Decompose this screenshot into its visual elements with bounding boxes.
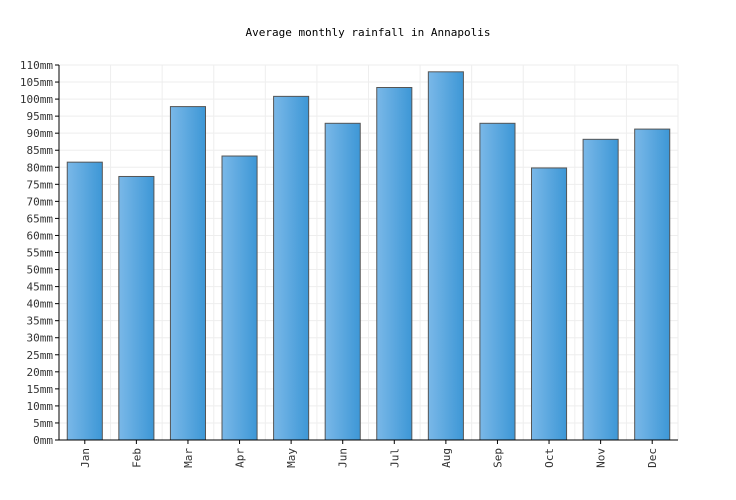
bar-layer xyxy=(66,71,671,441)
x-tick-label: Mar xyxy=(182,448,195,468)
y-tick-label: 0mm xyxy=(33,434,53,447)
axis-layer: 0mm 5mm 10mm 15mm 20mm 25mm 30mm 35mm 40mm 45mm 50… xyxy=(20,59,678,468)
y-tick-label: 40mm xyxy=(27,298,54,311)
y-tick-label: 15mm xyxy=(27,383,54,396)
y-tick-label: 110mm xyxy=(20,59,53,72)
x-tick-label: Jun xyxy=(337,448,350,468)
y-tick-label: 25mm xyxy=(27,349,54,362)
bar-nov xyxy=(582,138,619,441)
x-tick-label: Sep xyxy=(491,448,504,468)
bar-jan xyxy=(66,161,103,441)
x-tick-label: May xyxy=(285,448,298,468)
chart-title: Average monthly rainfall in Annapolis xyxy=(245,26,491,39)
y-tick-label: 20mm xyxy=(27,366,54,379)
bar-jun xyxy=(324,122,361,441)
bar-jul xyxy=(376,87,413,441)
y-tick-label: 70mm xyxy=(27,195,54,208)
y-tick-label: 100mm xyxy=(20,93,53,106)
y-tick-label: 80mm xyxy=(27,161,54,174)
x-tick-label: Apr xyxy=(234,448,247,468)
y-tick-label: 35mm xyxy=(27,315,54,328)
y-tick-label: 45mm xyxy=(27,281,54,294)
x-tick-label: Jul xyxy=(388,448,401,468)
bar-feb xyxy=(118,175,155,441)
bar-apr xyxy=(221,155,258,441)
y-tick-label: 5mm xyxy=(33,417,53,430)
y-tick-label: 60mm xyxy=(27,229,54,242)
bar-mar xyxy=(169,106,206,441)
y-tick-label: 105mm xyxy=(20,76,53,89)
y-tick-label: 90mm xyxy=(27,127,54,140)
x-tick-label: Nov xyxy=(595,448,608,468)
y-tick-label: 85mm xyxy=(27,144,54,157)
grid-layer xyxy=(59,64,679,441)
x-tick-label: Jan xyxy=(79,448,92,468)
bar-dec xyxy=(634,128,671,441)
y-tick-label: 50mm xyxy=(27,264,54,277)
bar-aug xyxy=(427,71,464,441)
y-tick-label: 75mm xyxy=(27,178,54,191)
y-tick-label: 30mm xyxy=(27,332,54,345)
bar-oct xyxy=(531,167,568,441)
x-tick-label: Aug xyxy=(440,448,453,468)
y-tick-label: 55mm xyxy=(27,247,54,260)
x-tick-label: Dec xyxy=(646,448,659,468)
bar-sep xyxy=(479,122,516,441)
x-tick-label: Feb xyxy=(130,448,143,468)
y-tick-label: 95mm xyxy=(27,110,54,123)
bar-may xyxy=(273,95,310,441)
x-tick-label: Oct xyxy=(543,448,556,468)
y-tick-label: 65mm xyxy=(27,212,54,225)
y-tick-label: 10mm xyxy=(27,400,54,413)
